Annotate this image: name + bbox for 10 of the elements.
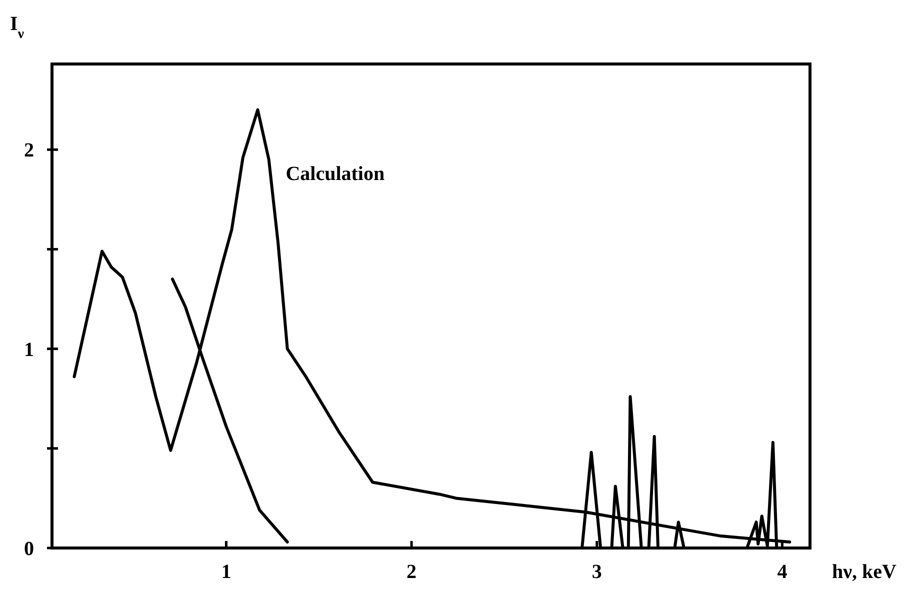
x-tick-label: 2 <box>406 561 417 583</box>
y-tick-label: 2 <box>24 140 34 162</box>
x-axis-title: hν, keV <box>832 561 898 583</box>
x-tick-label: 1 <box>221 561 232 583</box>
y-tick-label: 0 <box>24 538 34 560</box>
series-label: Calculation <box>286 162 385 185</box>
x-tick-label: 4 <box>777 561 788 583</box>
x-tick-label: 3 <box>592 561 602 583</box>
y-axis-title: I$_{ν}$ <box>10 13 25 42</box>
y-tick-label: 1 <box>24 338 34 361</box>
